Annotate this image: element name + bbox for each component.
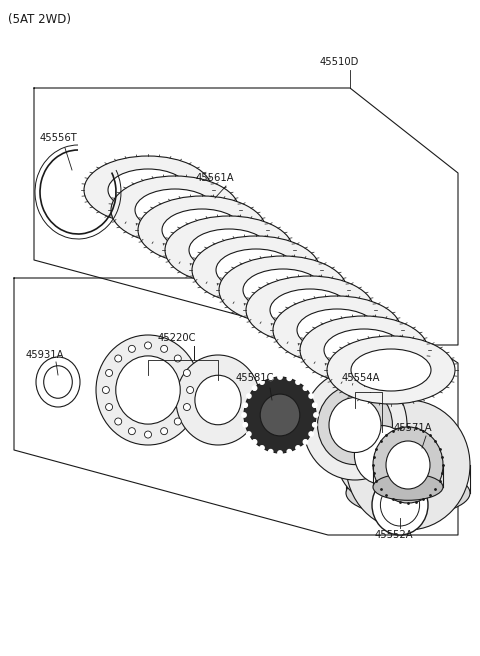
Ellipse shape (270, 289, 350, 331)
Ellipse shape (243, 269, 323, 311)
Circle shape (106, 369, 113, 377)
Circle shape (309, 432, 313, 436)
Circle shape (260, 380, 264, 384)
Ellipse shape (96, 335, 200, 445)
Ellipse shape (346, 400, 470, 530)
Circle shape (278, 375, 282, 379)
Ellipse shape (300, 316, 428, 384)
Ellipse shape (273, 296, 401, 364)
Text: 45552A: 45552A (375, 530, 414, 540)
Circle shape (312, 422, 317, 427)
Ellipse shape (44, 366, 72, 398)
Circle shape (260, 445, 264, 450)
Ellipse shape (219, 256, 347, 324)
Text: (5AT 2WD): (5AT 2WD) (8, 14, 71, 26)
Circle shape (115, 355, 122, 362)
Ellipse shape (138, 196, 266, 264)
Ellipse shape (346, 470, 470, 516)
Circle shape (161, 345, 168, 352)
Circle shape (144, 431, 152, 438)
Text: 45581C: 45581C (236, 373, 275, 383)
Ellipse shape (176, 355, 260, 445)
Circle shape (106, 403, 113, 411)
Ellipse shape (380, 484, 420, 526)
Circle shape (303, 440, 308, 444)
Ellipse shape (165, 216, 293, 284)
Ellipse shape (244, 377, 316, 453)
Circle shape (247, 432, 251, 436)
Ellipse shape (108, 169, 188, 211)
Ellipse shape (297, 309, 377, 351)
Circle shape (312, 403, 317, 407)
Ellipse shape (216, 249, 296, 291)
Circle shape (161, 428, 168, 435)
Ellipse shape (351, 349, 431, 391)
Circle shape (268, 376, 273, 380)
Circle shape (296, 445, 300, 450)
Text: 45220C: 45220C (158, 333, 196, 343)
Ellipse shape (354, 426, 409, 484)
Circle shape (278, 451, 282, 455)
Ellipse shape (324, 329, 404, 371)
Circle shape (115, 418, 122, 425)
Circle shape (252, 386, 257, 390)
Circle shape (187, 386, 193, 394)
Circle shape (309, 394, 313, 398)
Circle shape (183, 403, 191, 411)
Ellipse shape (84, 156, 212, 224)
Ellipse shape (111, 176, 239, 244)
Ellipse shape (195, 375, 241, 424)
Circle shape (287, 449, 291, 454)
Ellipse shape (189, 229, 269, 271)
Ellipse shape (372, 475, 428, 535)
Ellipse shape (135, 189, 215, 231)
Ellipse shape (162, 209, 242, 251)
Circle shape (252, 440, 257, 444)
Circle shape (314, 413, 318, 417)
Circle shape (174, 355, 181, 362)
Ellipse shape (386, 441, 430, 489)
Circle shape (247, 394, 251, 398)
Ellipse shape (260, 394, 300, 436)
Circle shape (183, 369, 191, 377)
Ellipse shape (36, 357, 80, 407)
Circle shape (268, 449, 273, 454)
Ellipse shape (373, 474, 443, 501)
Circle shape (287, 376, 291, 380)
Circle shape (144, 342, 152, 349)
Circle shape (243, 403, 247, 407)
Ellipse shape (303, 370, 407, 480)
Text: 45554A: 45554A (342, 373, 381, 383)
Text: 45510D: 45510D (320, 57, 360, 67)
Circle shape (128, 345, 135, 352)
Ellipse shape (373, 427, 443, 503)
Ellipse shape (327, 336, 455, 404)
Ellipse shape (246, 276, 374, 344)
Circle shape (296, 380, 300, 384)
Ellipse shape (192, 236, 320, 304)
Circle shape (303, 386, 308, 390)
Circle shape (128, 428, 135, 435)
Ellipse shape (116, 356, 180, 424)
Circle shape (242, 413, 246, 417)
Circle shape (102, 386, 109, 394)
Ellipse shape (336, 406, 428, 504)
Circle shape (174, 418, 181, 425)
Text: 45571A: 45571A (394, 423, 432, 433)
Circle shape (243, 422, 247, 427)
Ellipse shape (329, 398, 381, 453)
Text: 45556T: 45556T (40, 133, 78, 143)
Text: 45931A: 45931A (26, 350, 64, 360)
Ellipse shape (318, 385, 393, 464)
Text: 45561A: 45561A (196, 173, 235, 183)
